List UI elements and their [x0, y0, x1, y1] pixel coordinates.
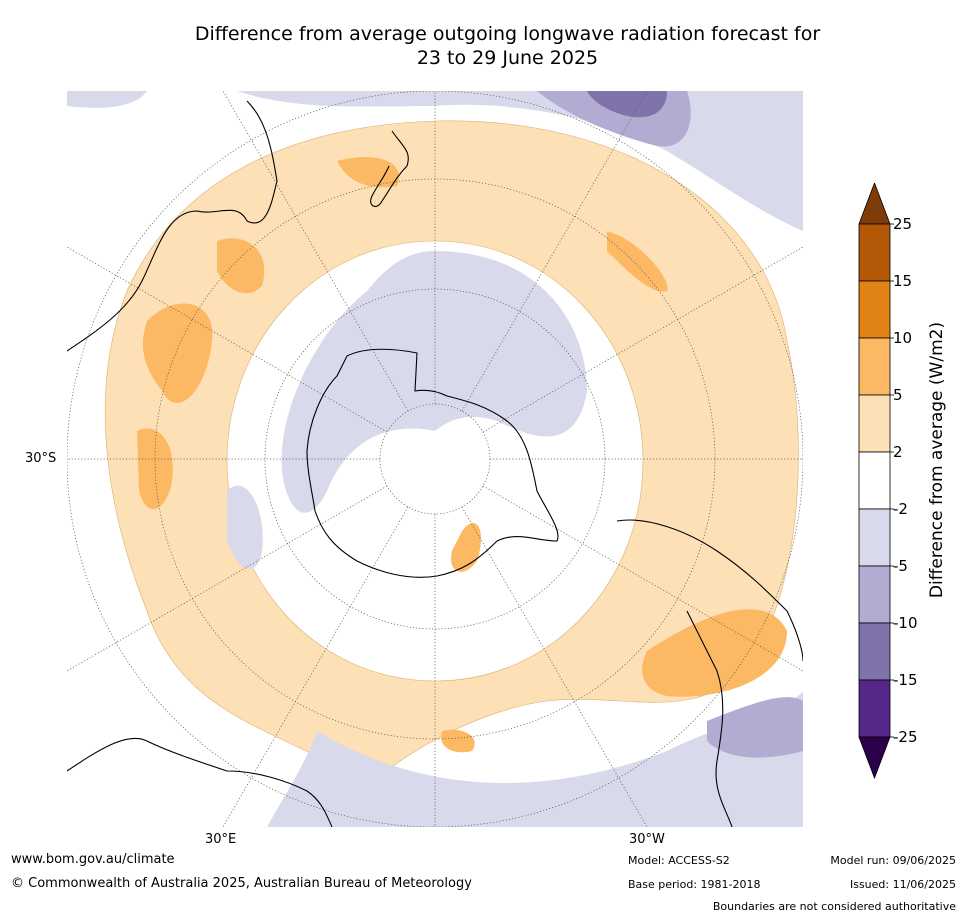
chart-title: Difference from average outgoing longwav…	[0, 22, 965, 70]
anomaly-patch-south	[441, 729, 475, 753]
footer-base-period: Base period: 1981-2018	[628, 878, 761, 891]
colorbar-tick-label: 25	[893, 215, 912, 233]
footer-disclaimer: Boundaries are not considered authoritat…	[712, 900, 956, 913]
colorbar-tick-label: 15	[893, 272, 912, 290]
footer-copyright: © Commonwealth of Australia 2025, Austra…	[11, 876, 472, 891]
anomaly-patch-negative-sw	[707, 697, 803, 758]
anomaly-patch-negative-deepest-north	[587, 91, 667, 118]
colorbar-swatches	[858, 183, 891, 780]
footer-model-run: Model run: 09/06/2025	[830, 854, 956, 867]
footer-website: www.bom.gov.au/climate	[11, 852, 175, 867]
colorbar-swatch	[858, 337, 891, 396]
anomaly-patch-south-america	[642, 609, 787, 697]
colorbar-tick-label: -10	[893, 614, 918, 632]
colorbar-tick-label: -5	[893, 557, 908, 575]
coastline-south-america	[616, 519, 803, 827]
anomaly-patch-indian	[217, 238, 265, 294]
colorbar-tick-label: 10	[893, 329, 912, 347]
anomaly-patch-antarctic-peninsula	[451, 522, 482, 572]
colorbar-swatch	[858, 451, 891, 510]
anomaly-patch-nz	[337, 157, 399, 188]
anomaly-patch-west-ocean-2	[137, 428, 173, 510]
anomaly-patch-negative-south	[267, 691, 803, 827]
anomaly-patch-negative-east	[227, 485, 263, 570]
latitude-label-30s: 30°S	[25, 451, 57, 466]
graticule	[67, 91, 803, 827]
coastline-antarctica	[306, 348, 559, 578]
title-line-2: 23 to 29 June 2025	[416, 47, 599, 69]
colorbar-swatch	[858, 223, 891, 282]
colorbar-extend-upper	[858, 183, 891, 225]
colorbar-swatch	[858, 280, 891, 339]
colorbar-title-text: Difference from average (W/m2)	[927, 321, 947, 599]
coastline-australia	[67, 100, 278, 352]
footer-issued: Issued: 11/06/2025	[849, 878, 956, 891]
colorbar-swatch	[858, 394, 891, 453]
colorbar-tick-label: -15	[893, 671, 918, 689]
colorbar-tick-label: -25	[893, 728, 918, 746]
longitude-label-30e: 30°E	[205, 832, 237, 847]
colorbar-ticks: 25 15 10 5 2 -2 -5 -10 -15 -25	[890, 215, 918, 746]
colorbar-tick-label: 2	[893, 443, 903, 461]
colorbar-extend-lower	[858, 736, 891, 780]
colorbar-tick-label: -2	[893, 500, 908, 518]
colorbar-swatch	[858, 622, 891, 681]
polar-map	[67, 91, 803, 827]
coastlines	[67, 100, 803, 827]
anomaly-patch-west-ocean	[142, 303, 213, 403]
coastline-new-zealand	[370, 130, 409, 207]
colorbar-swatch	[858, 679, 891, 738]
footer-model: Model: ACCESS-S2	[628, 854, 730, 867]
title-line-1: Difference from average outgoing longwav…	[194, 23, 821, 45]
colorbar-title: Difference from average (W/m2)	[925, 280, 949, 640]
anomaly-ring-negative	[281, 251, 587, 513]
longitude-label-30w: 30°W	[629, 832, 665, 847]
colorbar-swatch	[858, 565, 891, 624]
coastline-africa	[67, 737, 333, 827]
anomaly-patch-pacific-ne	[607, 231, 668, 292]
colorbar-tick-label: 5	[893, 386, 903, 404]
colorbar-swatch	[858, 508, 891, 567]
anomaly-patch-negative-nw	[67, 91, 147, 108]
colorbar: 25 15 10 5 2 -2 -5 -10 -15 -25	[858, 183, 918, 780]
